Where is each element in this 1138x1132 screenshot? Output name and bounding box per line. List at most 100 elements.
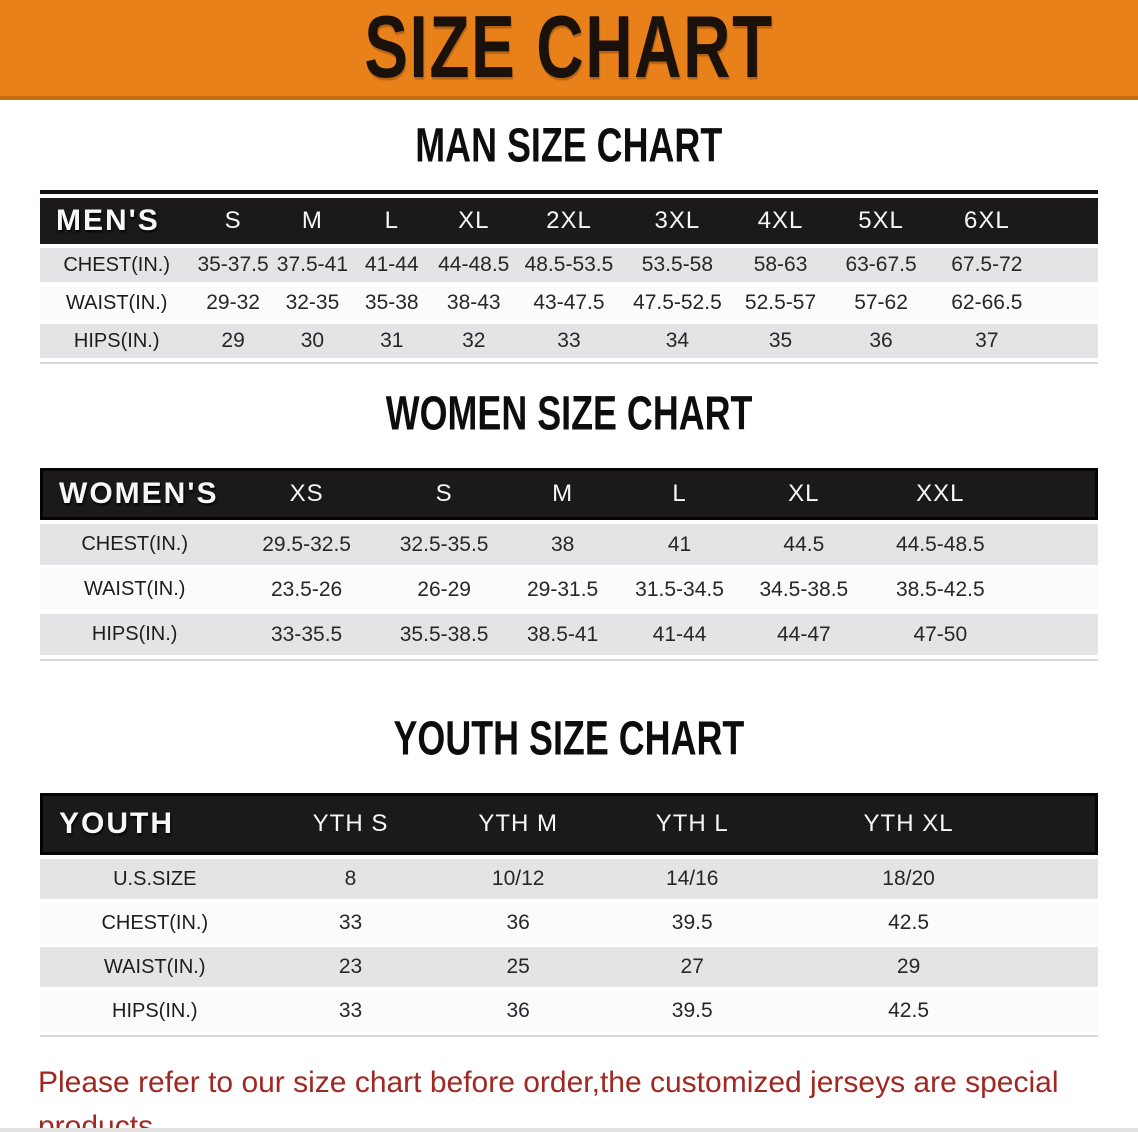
value-cell: 32-35 [285,291,340,314]
spacer-cell [1038,859,1098,899]
value-cell: 8 [344,867,357,890]
size-header-cell: XS [229,468,384,520]
value-cell: 41-44 [364,253,419,276]
mens-size-table: MEN'S S M L XL 2XL 3XL 4XL 5XL 6XL CHEST(IN.) 35… [40,194,1098,362]
value-cell: 42.5 [888,911,929,934]
size-header-cell: 3XL [654,207,701,234]
value-cell: 44.5-48.5 [895,532,985,556]
value-cell: 32 [462,329,486,352]
value-cell: 44-48.5 [438,253,510,276]
value-cell: 38.5-42.5 [895,577,985,601]
size-header-cell: YTH XL [779,793,1038,855]
value-cell: 47.5-52.5 [633,291,722,314]
value-cell: 31.5-34.5 [635,577,724,601]
value-cell: 41-44 [652,622,707,646]
man-heading-text: MAN SIZE CHART [415,117,723,173]
value-cell: 39.5 [671,911,713,934]
banner: SIZE CHART [0,0,1138,100]
youth-table-bottom-rule [40,1035,1098,1037]
womens-chest-row: CHEST(IN.) 29.5-32.5 32.5-35.5 38 41 44.5 44.… [40,524,1098,565]
man-section-heading: MAN SIZE CHART [0,118,1138,172]
value-cell: 18/20 [882,867,935,890]
row-label-hips: HIPS(IN.) [73,329,160,352]
value-cell: 37.5-41 [276,253,349,276]
value-cell: 58-63 [753,253,808,276]
value-cell: 67.5-72 [951,253,1023,276]
value-cell: 57-62 [854,291,908,314]
value-cell: 29-31.5 [527,577,599,601]
value-cell: 48.5-53.5 [524,253,614,276]
youth-section-heading: YOUTH SIZE CHART [0,711,1138,765]
value-cell: 23 [338,955,363,978]
spacer-cell [1037,793,1098,855]
youth-hips-row: HIPS(IN.) 33 36 39.5 42.5 [40,991,1098,1031]
row-label-waist: WAIST(IN.) [65,291,168,314]
value-cell: 34.5-38.5 [759,577,849,601]
spacer-cell [1040,248,1098,282]
value-cell: 35-37.5 [197,253,269,276]
mens-table-section: MEN'S S M L XL 2XL 3XL 4XL 5XL 6XL CHEST(IN.) 35… [0,190,1138,364]
womens-size-table: WOMEN'S XS S M L XL XXL CHEST(IN.) 29.5-32.5 3… [40,464,1098,659]
value-cell: 26-29 [417,577,471,601]
value-cell: 10/12 [491,867,545,890]
mens-corner-label: MEN'S [56,204,160,237]
value-cell: 34 [665,329,690,352]
spacer-cell [1011,569,1098,610]
value-cell: 33 [338,911,363,934]
value-cell: 35 [768,329,793,352]
value-cell: 62-66.5 [951,291,1023,314]
value-cell: 29 [221,329,245,352]
spacer-cell [1038,903,1098,943]
row-label-ussize: U.S.SIZE [113,867,197,890]
womens-table-bottom-rule [40,659,1098,661]
youth-table-section: YOUTH YTH S YTH M YTH L YTH XL U.S.SIZE 8 10… [0,789,1138,1037]
value-cell: 43-47.5 [533,291,605,314]
value-cell: 44.5 [783,532,825,556]
value-cell: 53.5-58 [641,253,714,276]
youth-corner-label: YOUTH [40,793,270,855]
row-label-hips: HIPS(IN.) [112,999,198,1022]
value-cell: 33 [557,329,581,352]
spacer-cell [1040,198,1098,244]
youth-size-table: YOUTH YTH S YTH M YTH L YTH XL U.S.SIZE 8 10… [40,789,1098,1035]
value-cell: 36 [869,329,893,352]
mens-table-bottom-rule [40,362,1098,364]
value-cell: 30 [300,329,325,352]
size-header-cell: YTH L [604,793,780,855]
value-cell: 32.5-35.5 [399,532,489,556]
size-header-cell: 4XL [757,207,804,234]
youth-header-row: YOUTH YTH S YTH M YTH L YTH XL [40,793,1098,855]
row-label-chest: CHEST(IN.) [101,911,209,934]
value-cell: 31 [380,329,404,352]
size-header-cell: M [301,207,323,234]
banner-title: SIZE CHART [364,0,774,97]
womens-waist-row: WAIST(IN.) 23.5-26 26-29 29-31.5 31.5-34.5 3… [40,569,1098,610]
value-cell: 35.5-38.5 [399,622,489,646]
value-cell: 29-32 [206,291,260,314]
value-cell: 25 [506,955,530,978]
women-heading-text: WOMEN SIZE CHART [385,385,753,441]
size-header-cell: XL [458,207,490,234]
value-cell: 33-35.5 [270,622,343,646]
mens-table-top-rule [40,190,1098,194]
value-cell: 37 [975,329,999,352]
youth-chest-row: CHEST(IN.) 33 36 39.5 42.5 [40,903,1098,943]
spacer-cell [1011,614,1098,655]
value-cell: 42.5 [888,999,929,1022]
size-header-cell: 2XL [546,207,592,234]
value-cell: 39.5 [671,999,713,1022]
value-cell: 33 [338,999,363,1022]
value-cell: 52.5-57 [744,291,817,314]
value-cell: 14/16 [665,867,719,890]
spacer-cell [1040,286,1098,320]
mens-header-row: MEN'S S M L XL 2XL 3XL 4XL 5XL 6XL [40,198,1098,244]
spacer-cell [1011,468,1098,520]
size-header-cell: 5XL [858,207,904,234]
size-header-cell: S [383,468,505,520]
women-section-heading: WOMEN SIZE CHART [0,386,1138,440]
value-cell: 47-50 [913,622,968,646]
spacer-cell [1011,524,1098,565]
size-header-cell: L [384,207,399,234]
spacer-cell [1040,324,1098,358]
